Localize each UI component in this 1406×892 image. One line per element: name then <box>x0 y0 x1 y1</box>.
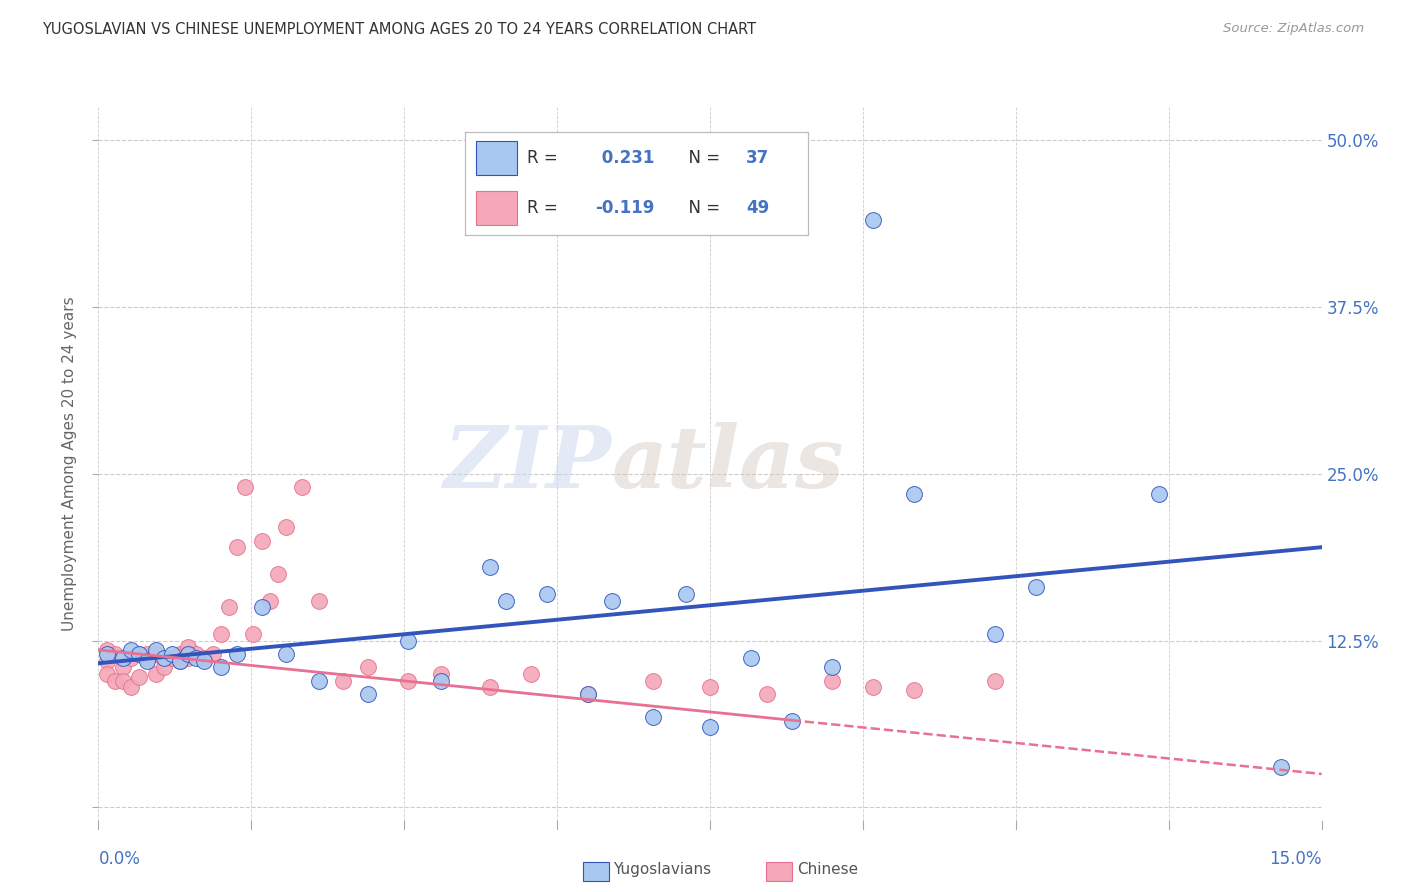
Point <box>576 687 599 701</box>
Point <box>193 654 215 668</box>
Point <box>536 587 558 601</box>
Point <box>396 673 419 688</box>
Point <box>96 654 118 668</box>
Point <box>740 651 762 665</box>
Text: ZIP: ZIP <box>444 422 612 506</box>
Point <box>699 680 721 694</box>
Point <box>152 651 174 665</box>
Point <box>104 673 127 688</box>
Point <box>145 643 167 657</box>
Point <box>104 647 127 661</box>
Y-axis label: Unemployment Among Ages 20 to 24 years: Unemployment Among Ages 20 to 24 years <box>62 296 77 632</box>
Point <box>201 647 224 661</box>
Point <box>862 213 884 227</box>
Point <box>209 627 232 641</box>
Point <box>780 714 803 728</box>
Point <box>186 651 208 665</box>
Point <box>177 647 200 661</box>
Point <box>756 687 779 701</box>
Point <box>136 654 159 668</box>
Point <box>356 660 378 674</box>
Point <box>308 673 330 688</box>
Point <box>128 670 150 684</box>
Point <box>430 673 453 688</box>
Point <box>600 593 623 607</box>
Point <box>136 647 159 661</box>
Point <box>186 647 208 661</box>
Point <box>128 647 150 661</box>
Point <box>675 587 697 601</box>
Point <box>495 593 517 607</box>
Point <box>903 487 925 501</box>
Point <box>641 673 664 688</box>
Text: atlas: atlas <box>612 422 845 506</box>
Point <box>193 651 215 665</box>
Point <box>209 660 232 674</box>
Point <box>145 667 167 681</box>
Point <box>152 660 174 674</box>
Point <box>984 627 1007 641</box>
Point <box>226 647 249 661</box>
Point <box>259 593 281 607</box>
Point <box>478 560 501 574</box>
Point <box>699 720 721 734</box>
Point <box>111 673 134 688</box>
Point <box>274 647 297 661</box>
Point <box>177 640 200 655</box>
Point <box>274 520 297 534</box>
Point <box>821 673 844 688</box>
Point <box>120 651 142 665</box>
Point <box>96 647 118 661</box>
Point <box>233 480 256 494</box>
Point <box>169 647 191 661</box>
Point <box>169 654 191 668</box>
Point <box>218 600 240 615</box>
Point <box>641 709 664 723</box>
Text: 15.0%: 15.0% <box>1270 850 1322 868</box>
Point <box>96 643 118 657</box>
Point <box>177 651 200 665</box>
Text: YUGOSLAVIAN VS CHINESE UNEMPLOYMENT AMONG AGES 20 TO 24 YEARS CORRELATION CHART: YUGOSLAVIAN VS CHINESE UNEMPLOYMENT AMON… <box>42 22 756 37</box>
Point <box>821 660 844 674</box>
Point <box>332 673 354 688</box>
Point <box>903 682 925 697</box>
Point <box>267 566 290 581</box>
Point <box>478 680 501 694</box>
Point <box>356 687 378 701</box>
Text: Source: ZipAtlas.com: Source: ZipAtlas.com <box>1223 22 1364 36</box>
Point <box>136 651 159 665</box>
Point <box>1025 580 1047 594</box>
Point <box>1147 487 1170 501</box>
Point <box>111 660 134 674</box>
Point <box>242 627 264 641</box>
Point <box>96 667 118 681</box>
Text: Yugoslavians: Yugoslavians <box>613 863 711 877</box>
Point <box>169 654 191 668</box>
Point <box>430 667 453 681</box>
Point <box>160 651 183 665</box>
Point <box>111 651 134 665</box>
Point <box>145 647 167 661</box>
Text: Chinese: Chinese <box>797 863 858 877</box>
Point <box>250 600 273 615</box>
Point <box>862 680 884 694</box>
Text: 0.0%: 0.0% <box>98 850 141 868</box>
Point <box>291 480 314 494</box>
Point <box>984 673 1007 688</box>
Point <box>128 647 150 661</box>
Point <box>519 667 541 681</box>
Point <box>120 680 142 694</box>
Point <box>160 647 183 661</box>
Point <box>576 687 599 701</box>
Point <box>250 533 273 548</box>
Point <box>308 593 330 607</box>
Point <box>226 540 249 554</box>
Point <box>396 633 419 648</box>
Point <box>1270 760 1292 774</box>
Point <box>120 643 142 657</box>
